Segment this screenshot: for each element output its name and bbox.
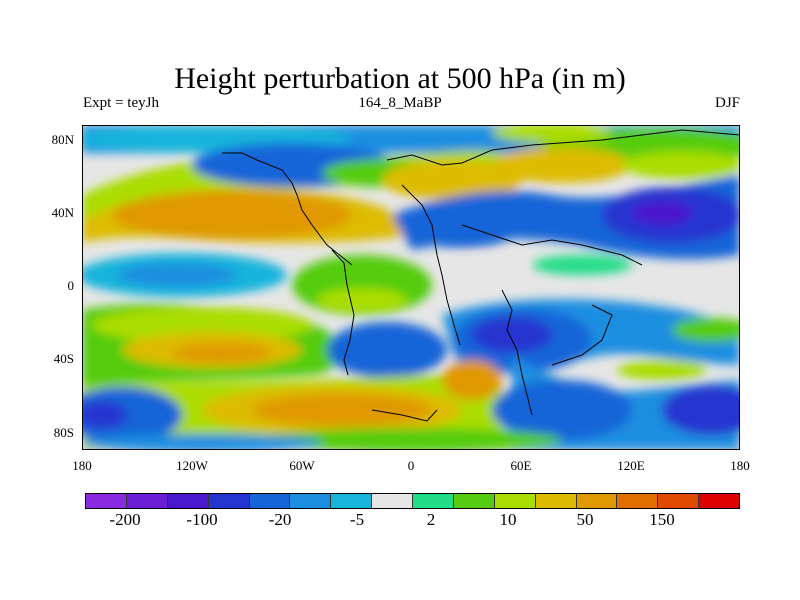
lon-tick-60w: 60W [289, 458, 315, 473]
colorbar-label: -20 [268, 510, 292, 529]
lat-tick-80n: 80N [51, 132, 74, 147]
experiment-label: Expt = teyJh [83, 95, 159, 111]
lat-tick-80s: 80S [53, 425, 74, 440]
lon-tick-60e: 60E [510, 458, 532, 473]
colorbar-segment [576, 494, 618, 508]
colorbar-label: -200 [109, 510, 141, 529]
colorbar-segment [331, 494, 373, 508]
lon-tick-120w: 120W [176, 458, 208, 473]
colorbar-segment [658, 494, 700, 508]
period-label: 164_8_MaBP [358, 95, 442, 111]
colorbar-segment [699, 494, 739, 508]
colorbar-label: 50 [576, 510, 594, 529]
map-plot-area [82, 125, 740, 450]
coastlines [222, 129, 740, 422]
colorbar-segment [290, 494, 332, 508]
colorbar-label: 2 [426, 510, 436, 529]
lon-tick-0: 0 [407, 458, 415, 473]
colorbar-segment [372, 494, 413, 508]
colorbar-segment [453, 494, 495, 508]
colorbar-segment [208, 494, 250, 508]
colorbar-segment [535, 494, 577, 508]
colorbar-segment [413, 494, 454, 508]
height-perturbation-map [82, 125, 740, 450]
colorbar [85, 493, 740, 509]
lon-tick-180e: 180 [730, 458, 750, 473]
colorbar-segment [494, 494, 536, 508]
lon-tick-120e: 120E [617, 458, 645, 473]
lat-tick-40s: 40S [53, 351, 74, 366]
lat-tick-eq: 0 [67, 278, 75, 293]
colorbar-label: -100 [186, 510, 218, 529]
plot-title: Height perturbation at 500 hPa (in m) [174, 62, 626, 95]
colorbar-label: 150 [649, 510, 675, 529]
lon-tick-180w: 180 [72, 458, 92, 473]
lat-tick-40n: 40N [51, 205, 74, 220]
colorbar-label: 10 [499, 510, 517, 529]
colorbar-segment [126, 494, 168, 508]
season-label: DJF [714, 95, 740, 111]
colorbar-segment [167, 494, 209, 508]
colorbar-segment [86, 494, 127, 508]
colorbar-label: -5 [349, 510, 365, 529]
colorbar-segment [249, 494, 291, 508]
colorbar-segment [617, 494, 659, 508]
